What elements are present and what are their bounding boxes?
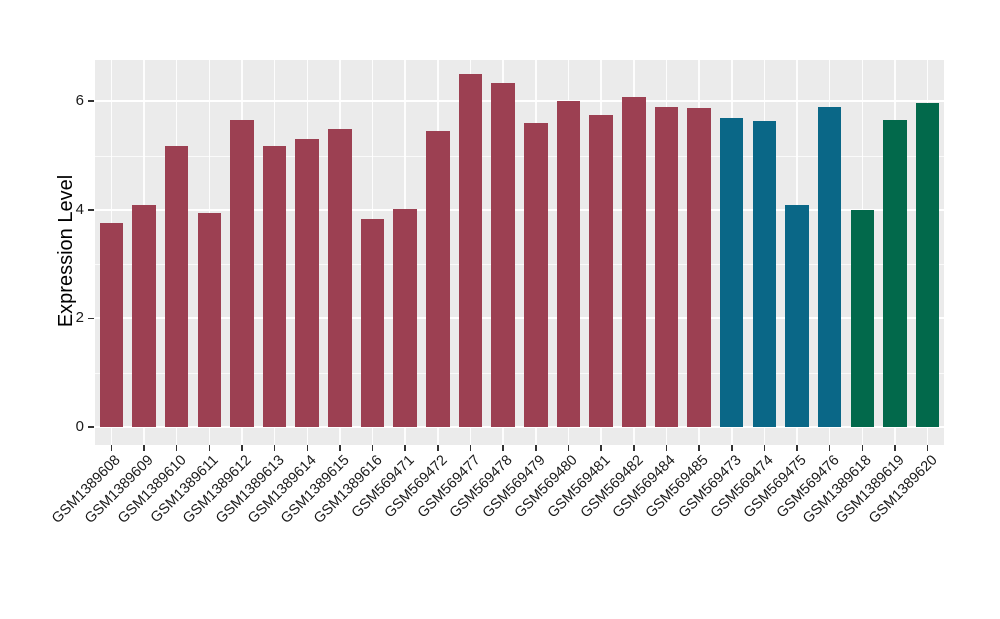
- x-tick: [241, 445, 243, 451]
- x-tick: [665, 445, 668, 451]
- bar: [654, 106, 679, 427]
- bar: [556, 101, 581, 427]
- x-tick: [208, 445, 211, 451]
- x-tick: [926, 445, 929, 451]
- y-tick-label: 0: [75, 418, 84, 435]
- y-tick-label: 4: [75, 200, 84, 218]
- x-tick: [796, 445, 798, 451]
- x-tick: [273, 445, 276, 451]
- bar: [524, 122, 548, 427]
- x-tick: [894, 445, 896, 451]
- y-tick: [88, 317, 94, 320]
- gridline-minor-y5: [95, 155, 944, 157]
- bar: [850, 210, 875, 427]
- x-tick: [698, 445, 700, 451]
- x-tick: [502, 445, 504, 451]
- bar: [426, 131, 450, 427]
- x-tick: [731, 445, 733, 451]
- x-tick: [371, 445, 374, 451]
- plot-panel: [95, 60, 944, 445]
- x-tick: [600, 445, 602, 451]
- gridline-major-y0: [95, 426, 944, 428]
- x-tick: [763, 445, 766, 451]
- bar: [622, 96, 646, 427]
- bar: [817, 107, 842, 427]
- bar: [458, 74, 483, 427]
- bar: [132, 204, 156, 427]
- gridline-minor-y3: [95, 264, 944, 266]
- bar: [589, 114, 613, 427]
- y-tick-label: 2: [75, 309, 84, 327]
- bar: [295, 139, 319, 427]
- bar: [360, 219, 385, 427]
- x-tick: [437, 445, 439, 451]
- bar: [164, 145, 189, 427]
- bar: [687, 107, 711, 427]
- x-tick: [535, 445, 537, 451]
- x-tick: [567, 445, 570, 451]
- bar: [752, 120, 777, 427]
- bar: [915, 102, 940, 427]
- bar: [230, 120, 254, 427]
- expression-bar-chart: Expression Level GSM1389608 GSM1389609 GSM…: [49, 60, 944, 527]
- x-tick: [469, 445, 472, 451]
- y-tick: [88, 100, 94, 102]
- x-tick: [175, 445, 178, 451]
- x-tick: [306, 445, 308, 451]
- bar: [99, 222, 124, 427]
- bar: [491, 83, 515, 427]
- bar: [393, 208, 417, 427]
- bar: [197, 213, 222, 427]
- y-tick: [88, 426, 94, 428]
- y-tick-label: 6: [75, 92, 84, 110]
- gridline-major-y4: [95, 208, 944, 211]
- x-tick: [143, 445, 145, 451]
- x-tick: [110, 445, 113, 451]
- x-tick: [339, 445, 341, 451]
- bar: [883, 120, 907, 427]
- x-tick: [633, 445, 635, 451]
- bar: [785, 205, 809, 427]
- x-tick: [828, 445, 831, 451]
- x-tick: [861, 445, 864, 451]
- bar: [262, 145, 287, 427]
- gridline-major-y2: [95, 317, 944, 320]
- y-tick: [88, 209, 94, 211]
- bar: [719, 118, 744, 427]
- bar: [328, 129, 352, 427]
- gridline-major-y6: [95, 100, 944, 103]
- gridline-minor-y1: [95, 372, 944, 374]
- x-tick: [404, 445, 406, 451]
